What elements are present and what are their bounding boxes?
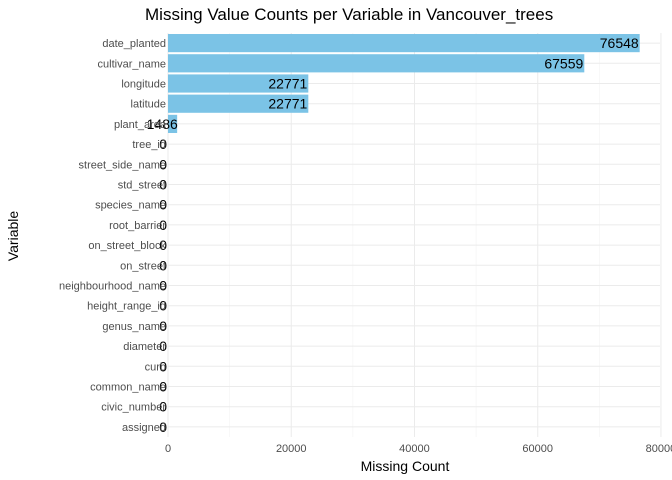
y-tick-label-neighbourhood-name: neighbourhood_name xyxy=(59,281,166,293)
value-label-height-range-id: 0 xyxy=(159,298,167,314)
x-axis-title: Missing Count xyxy=(361,458,450,474)
y-tick-label-common-name: common_name xyxy=(90,382,166,394)
y-tick-label-height-range-id: height_range_id xyxy=(87,301,166,313)
y-tick-label-civic-number: civic_number xyxy=(101,402,166,414)
y-tick-label-longitude: longitude xyxy=(121,79,166,91)
y-axis-tick-labels: date_planted cultivar_name longitude latitu… xyxy=(59,38,167,434)
x-tick-label: 40000 xyxy=(399,443,430,455)
value-label-genus-name: 0 xyxy=(159,318,167,334)
bars xyxy=(168,34,640,133)
value-label-common-name: 0 xyxy=(159,379,167,395)
x-tick-label: 0 xyxy=(165,443,171,455)
bar-latitude xyxy=(168,94,309,113)
value-label-diameter: 0 xyxy=(159,338,167,354)
value-label-species-name: 0 xyxy=(159,197,167,213)
y-tick-label-cultivar-name: cultivar_name xyxy=(98,58,166,70)
y-tick-label-assigned: assigned xyxy=(122,422,166,434)
value-label-latitude: 22771 xyxy=(268,96,307,112)
x-tick-label: 80000 xyxy=(646,443,672,455)
bar-cultivar-name xyxy=(168,54,585,73)
bar-date-planted xyxy=(168,34,640,53)
y-tick-label-root-barrier: root_barrier xyxy=(109,220,166,232)
y-tick-label-std-street: std_street xyxy=(118,180,166,192)
y-tick-label-street-side-name: street_side_name xyxy=(79,159,166,171)
x-axis-tick-labels: 0 20000 40000 60000 80000 xyxy=(165,443,672,455)
grid-lines xyxy=(167,33,662,437)
value-label-assigned: 0 xyxy=(159,419,167,435)
value-label-on-street-block: 0 xyxy=(159,237,167,253)
value-label-street-side-name: 0 xyxy=(159,156,167,172)
chart-title: Missing Value Counts per Variable in Van… xyxy=(145,5,553,24)
value-label-longitude: 22771 xyxy=(268,76,307,92)
y-tick-label-species-name: species_name xyxy=(95,200,166,212)
bar-plant-area xyxy=(168,114,178,133)
value-labels: 76548 67559 22771 22771 1486 0 0 0 0 0 0 0 0 0 0 0 0 0 0 0 xyxy=(147,35,639,435)
bar-longitude xyxy=(168,74,309,93)
y-tick-label-curb: curb xyxy=(145,361,166,373)
y-tick-label-on-street-block: on_street_block xyxy=(88,240,166,252)
value-label-plant-area: 1486 xyxy=(147,116,178,132)
y-tick-label-date-planted: date_planted xyxy=(102,38,166,50)
x-tick-label: 20000 xyxy=(276,443,307,455)
value-label-root-barrier: 0 xyxy=(159,217,167,233)
y-tick-label-latitude: latitude xyxy=(131,99,166,111)
value-label-tree-id: 0 xyxy=(159,136,167,152)
y-axis-title: Variable xyxy=(5,211,21,262)
value-label-civic-number: 0 xyxy=(159,399,167,415)
value-label-date-planted: 76548 xyxy=(600,35,639,51)
value-label-std-street: 0 xyxy=(159,177,167,193)
value-label-neighbourhood-name: 0 xyxy=(159,278,167,294)
y-tick-label-tree-id: tree_id xyxy=(132,139,166,151)
value-label-cultivar-name: 67559 xyxy=(544,55,583,71)
x-tick-label: 60000 xyxy=(522,443,553,455)
value-label-on-street: 0 xyxy=(159,257,167,273)
y-tick-label-genus-name: genus_name xyxy=(102,321,166,333)
y-tick-label-diameter: diameter xyxy=(123,341,166,353)
y-tick-label-plant-area: plant_area xyxy=(114,119,167,131)
y-tick-label-on-street: on_street xyxy=(120,260,166,272)
value-label-curb: 0 xyxy=(159,358,167,374)
